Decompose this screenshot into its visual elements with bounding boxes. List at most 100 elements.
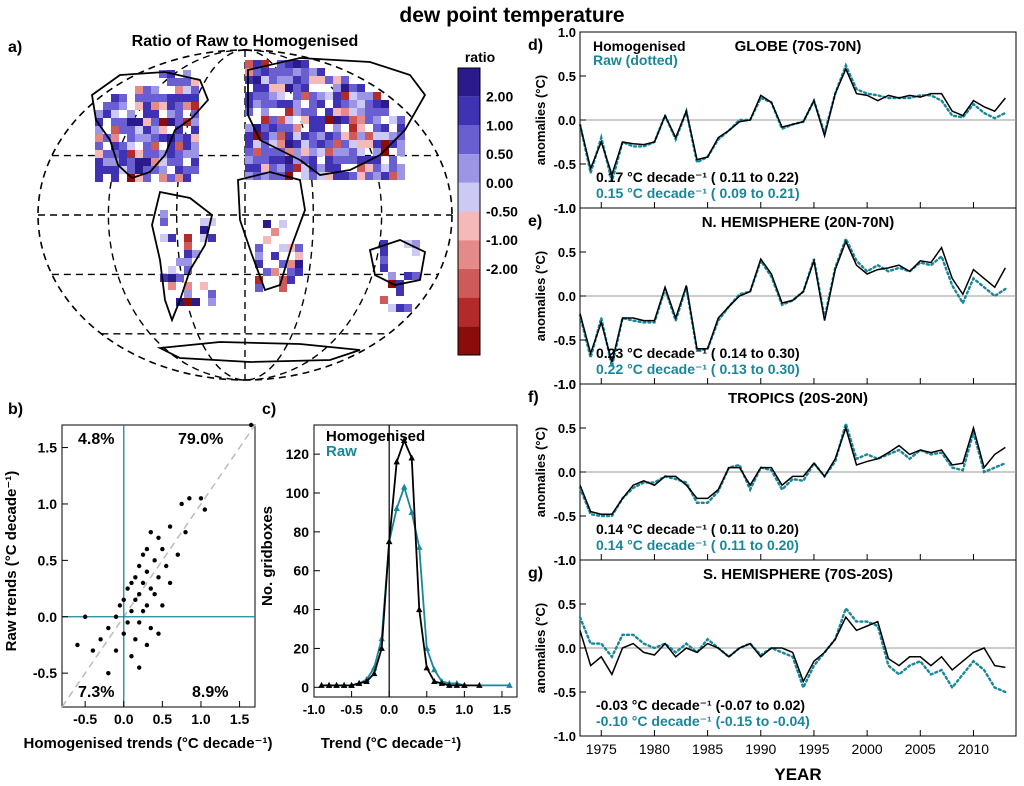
map-gridbox [381, 100, 389, 108]
map-gridbox [175, 158, 183, 166]
map-gridbox [200, 282, 208, 290]
map-gridbox [143, 118, 151, 126]
ts-ytick-label: -1.0 [554, 729, 576, 744]
panel-a-map: a) Ratio of Raw to Homogenised ratio 2.0… [8, 33, 518, 381]
map-gridbox [103, 134, 111, 142]
map-gridbox [293, 132, 301, 140]
c-xtick-label: 1.0 [455, 702, 473, 717]
map-gridbox [208, 290, 216, 298]
c-point-marker [401, 437, 408, 444]
map-gridbox [357, 84, 365, 92]
map-gridbox [277, 60, 285, 68]
b-point [152, 592, 157, 597]
map-gridbox [277, 156, 285, 164]
map-gridbox [127, 118, 135, 126]
map-gridbox [373, 140, 381, 148]
c-point-marker [408, 454, 415, 461]
map-gridbox [357, 92, 365, 100]
map-gridbox [287, 268, 295, 276]
ts-ytick-label: -1.0 [554, 377, 576, 392]
b-ylabel: Raw trends (°C decade⁻¹) [3, 471, 20, 652]
map-gridbox [269, 116, 277, 124]
map-gridbox [253, 100, 261, 108]
map-gridbox [333, 148, 341, 156]
map-gridbox [293, 148, 301, 156]
b-point [133, 637, 138, 642]
map-gridbox [325, 156, 333, 164]
map-gridbox [373, 148, 381, 156]
map-gridbox [143, 126, 151, 134]
map-gridbox [255, 252, 263, 260]
map-gridbox [119, 158, 127, 166]
map-gridbox [309, 92, 317, 100]
map-gridbox [191, 118, 199, 126]
map-gridbox [261, 100, 269, 108]
b-point [129, 580, 134, 586]
colorbar-swatch [458, 154, 480, 183]
map-gridbox [396, 304, 404, 312]
ts-raw-line [578, 419, 1007, 518]
ts-xtick-label: 1985 [692, 741, 723, 757]
map-gridbox [167, 158, 175, 166]
map-gridbox [191, 126, 199, 134]
map-gridbox [333, 132, 341, 140]
map-gridbox [341, 156, 349, 164]
map-gridbox [253, 92, 261, 100]
c-legend-raw: Raw [326, 443, 357, 460]
ts-ytick-label: 1.0 [558, 25, 576, 40]
b-frame [61, 424, 256, 708]
map-gridbox [381, 108, 389, 116]
map-gridbox [301, 156, 309, 164]
c-xtick-label: -1.0 [303, 702, 325, 717]
map-gridbox [309, 76, 317, 84]
map-gridbox [317, 116, 325, 124]
panel-d-label: d) [528, 37, 543, 54]
c-point-marker [401, 483, 408, 490]
map-gridbox [279, 220, 287, 228]
map-gridbox [285, 68, 293, 76]
map-gridbox [285, 76, 293, 84]
map-gridbox [253, 164, 261, 172]
map-gridbox [285, 172, 293, 180]
map-gridbox [397, 116, 405, 124]
map-gridbox [200, 234, 208, 242]
map-gridbox [381, 124, 389, 132]
map-gridbox [143, 174, 151, 182]
map-gridbox [365, 100, 373, 108]
map-gridbox [309, 132, 317, 140]
map-gridbox [301, 172, 309, 180]
c-frame [313, 424, 518, 698]
ts-ytick-label: -1.0 [554, 553, 576, 568]
map-gridbox [183, 86, 191, 94]
map-coastline [91, 71, 210, 180]
map-gridbox [333, 140, 341, 148]
map-gridbox [263, 220, 271, 228]
c-ylabel: No. gridboxes [259, 506, 276, 606]
map-gridbox [412, 240, 420, 248]
map-gridbox [95, 126, 103, 134]
map-gridbox [317, 124, 325, 132]
map-gridbox [191, 86, 199, 94]
map-gridbox [277, 124, 285, 132]
map-gridbox [373, 116, 381, 124]
map-gridbox [325, 116, 333, 124]
b-quadrant-bottom-left: 7.3% [78, 684, 114, 701]
ts-raw-line [578, 605, 1007, 694]
map-gridbox [325, 76, 333, 84]
c-point-marker [416, 606, 423, 613]
map-gridbox [191, 134, 199, 142]
c-point-marker [318, 681, 325, 688]
map-gridbox [309, 116, 317, 124]
map-gridbox [183, 166, 191, 174]
map-gridbox [309, 148, 317, 156]
map-gridbox [253, 76, 261, 84]
map-gridbox [325, 92, 333, 100]
map-gridbox [119, 94, 127, 102]
b-point [137, 620, 142, 625]
map-gridbox [277, 84, 285, 92]
map-gridbox [325, 140, 333, 148]
map-gridbox [349, 108, 357, 116]
map-gridbox [357, 156, 365, 164]
colorbar: 2.00 1.00 0.50 0.00 -0.50 -1.00 -2.00 [457, 67, 518, 356]
